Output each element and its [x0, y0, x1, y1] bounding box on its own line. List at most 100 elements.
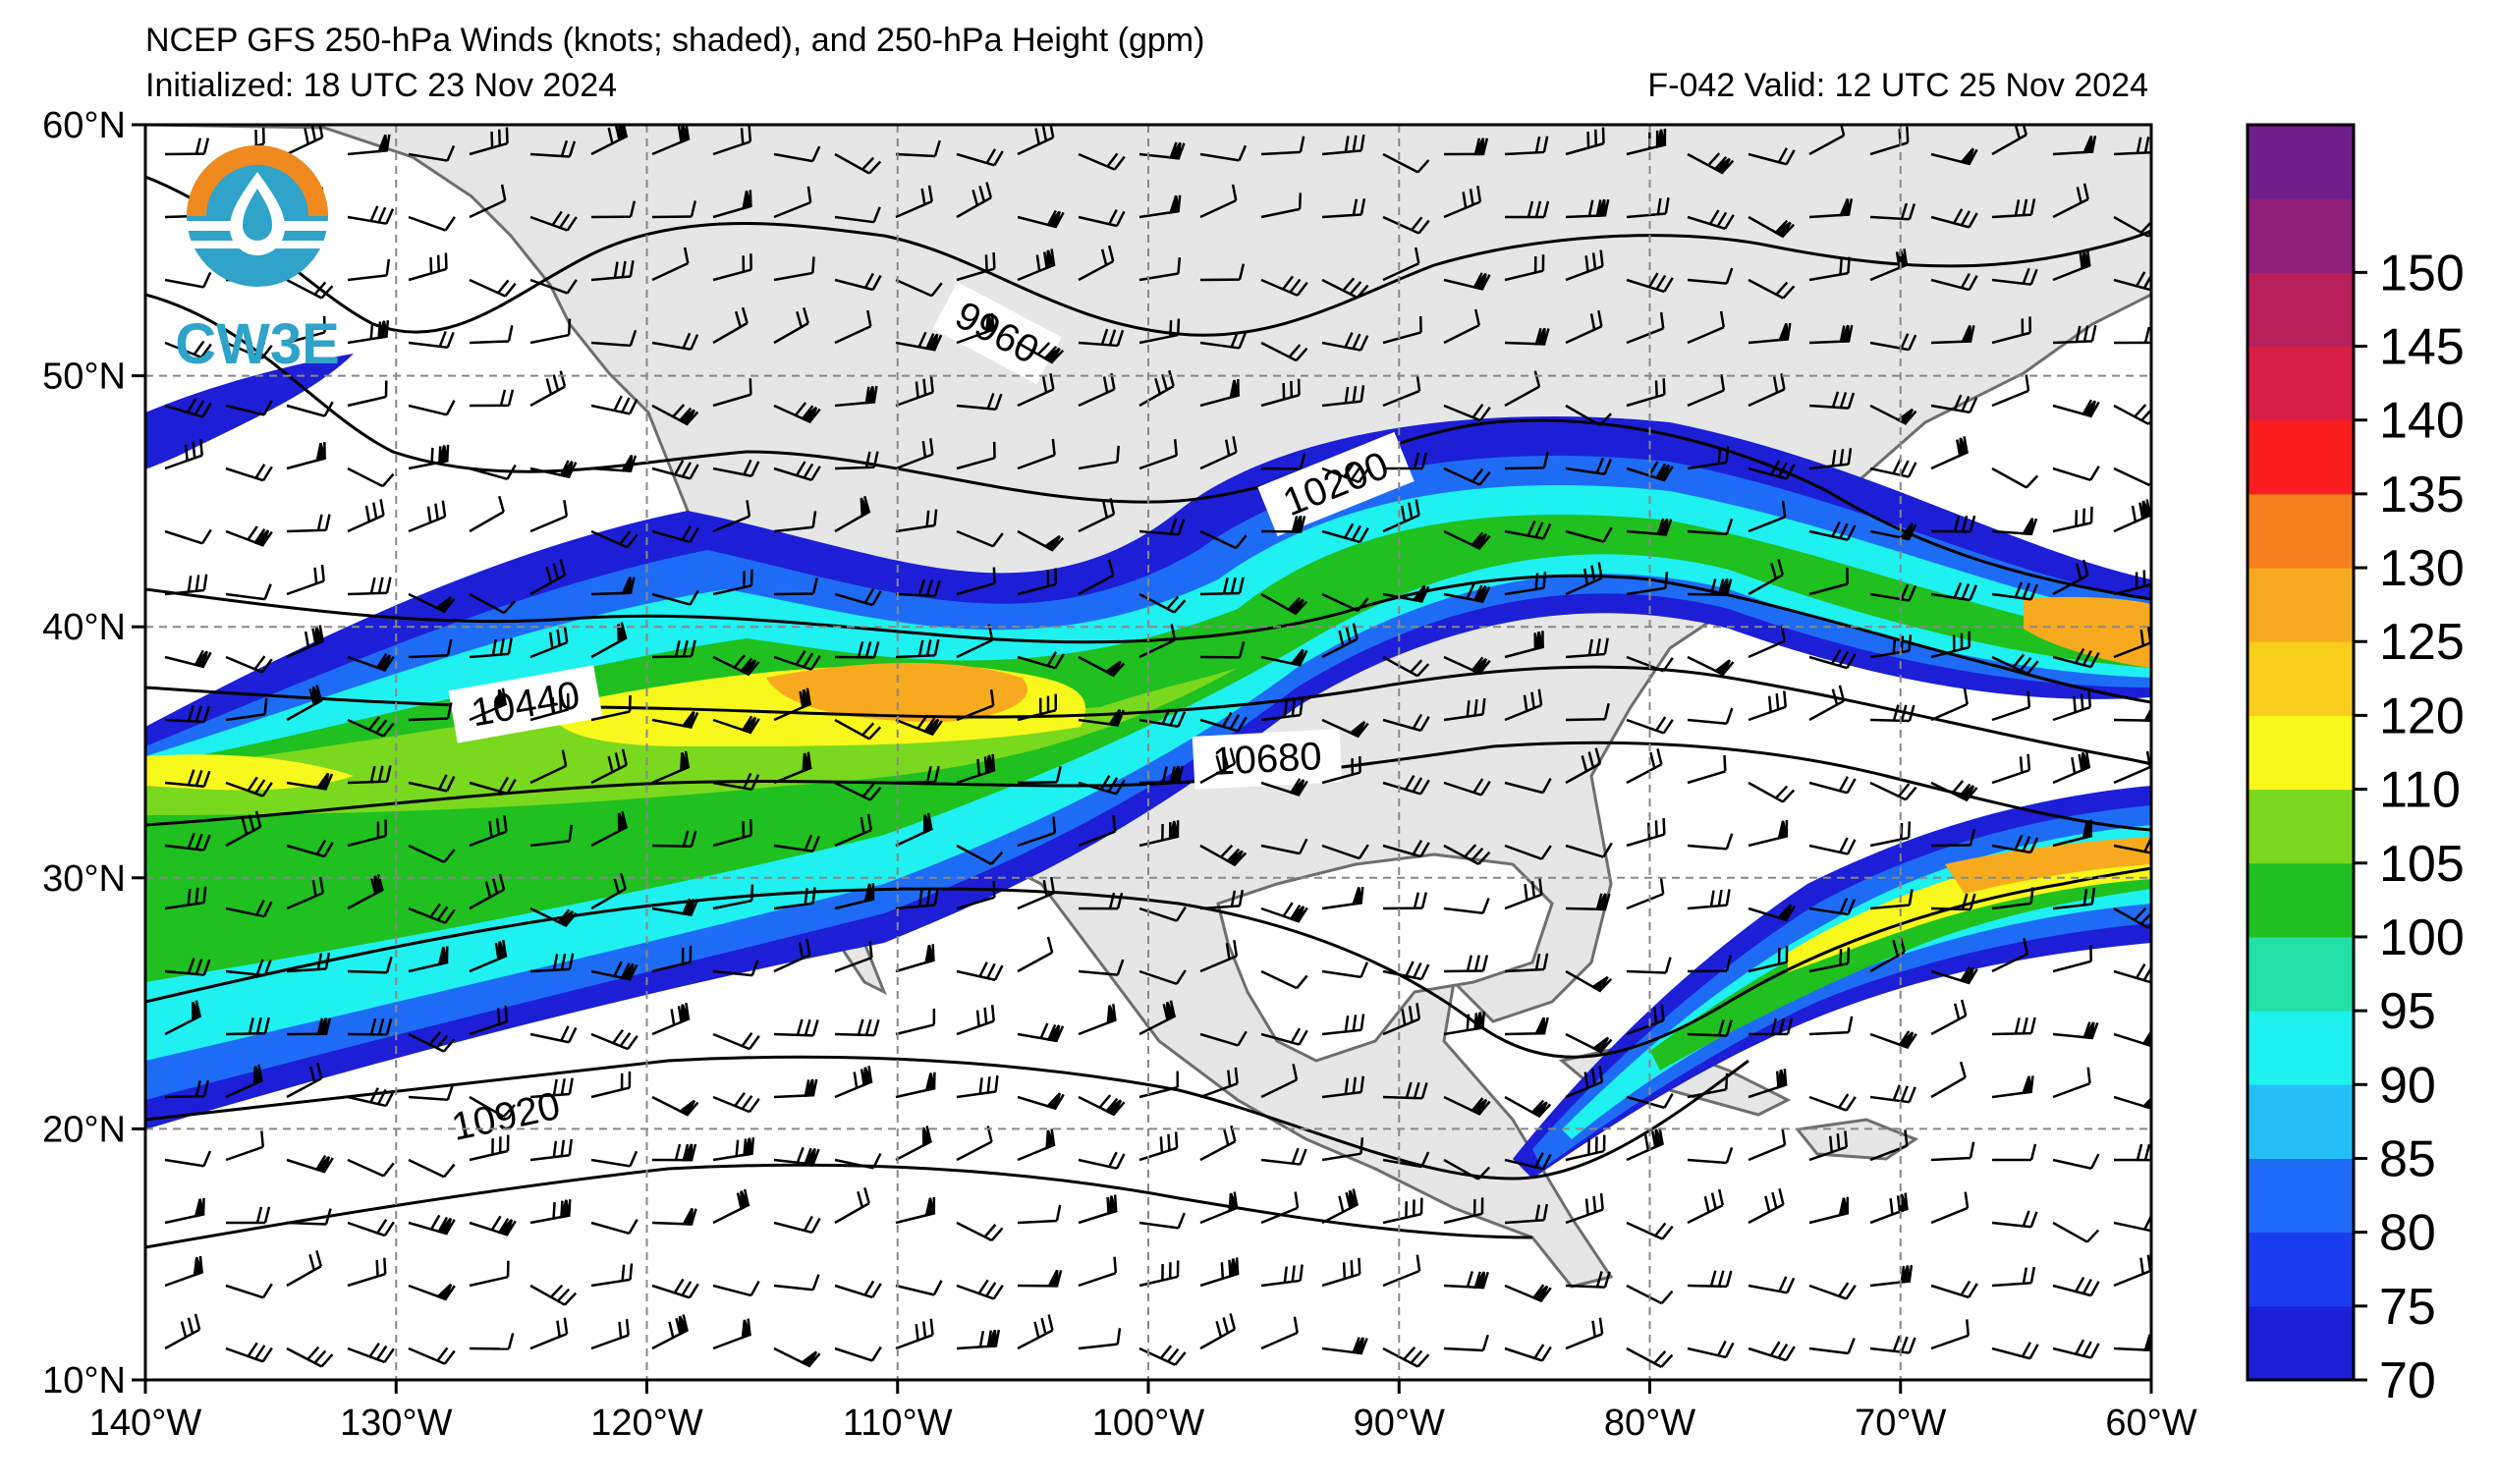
wind-barb — [347, 577, 392, 596]
wind-barb — [773, 834, 821, 853]
wind-barb — [2113, 137, 2151, 156]
wind-barb — [408, 774, 456, 793]
wind-barb — [956, 148, 1004, 167]
wind-barb — [164, 137, 210, 156]
wind-barb — [225, 1342, 273, 1363]
wind-barb — [2052, 1153, 2100, 1170]
wind-barb — [590, 1150, 638, 1168]
wind-barb — [1382, 1081, 1428, 1100]
valid-time: F-042 Valid: 12 UTC 25 Nov 2024 — [1647, 67, 2148, 104]
lon-tick-label: 90°W — [1354, 1402, 1445, 1444]
wind-barb — [1382, 1254, 1421, 1288]
wind-barb — [225, 341, 273, 359]
wind-barb — [1504, 370, 1541, 408]
lon-tick-label: 130°W — [340, 1402, 453, 1444]
wind-barb — [1260, 515, 1306, 533]
wind-barb — [1991, 1075, 2034, 1099]
wind-barb — [1687, 373, 1726, 408]
wind-barb — [1991, 267, 2038, 286]
wind-barb — [1930, 581, 1978, 602]
wind-barb — [1017, 529, 1065, 552]
wind-barb — [286, 401, 334, 417]
wind-barb — [529, 210, 578, 232]
wind-barb — [1930, 780, 1978, 802]
wind-barb — [1382, 655, 1430, 678]
wind-barb — [590, 329, 638, 348]
wind-barb — [1930, 1061, 1967, 1099]
colorbar-border — [2246, 123, 2356, 1382]
wind-barb — [712, 654, 760, 677]
wind-barb — [469, 873, 506, 910]
wind-barb — [1504, 1284, 1552, 1303]
wind-barb — [773, 306, 809, 345]
wind-barb — [164, 439, 203, 470]
wind-barb — [1687, 707, 1734, 725]
wind-barb — [895, 638, 940, 659]
wind-barb — [347, 320, 390, 345]
wind-barb — [529, 1284, 578, 1306]
colorbar-segment — [2248, 641, 2354, 716]
wind-barb — [408, 1083, 455, 1102]
wind-barb — [712, 818, 752, 848]
wind-barb — [956, 961, 1004, 981]
wind-barb — [225, 1130, 265, 1162]
wind-barb — [1260, 378, 1301, 408]
wind-barb — [529, 1077, 574, 1099]
wind-barb — [895, 578, 941, 598]
wind-barb — [469, 1134, 510, 1162]
wind-barb — [1748, 904, 1796, 922]
wind-barb — [1443, 1011, 1486, 1036]
wind-barb — [2052, 183, 2089, 219]
wind-barb — [1504, 451, 1549, 470]
wind-barb — [469, 1005, 509, 1036]
wind-barb — [1687, 209, 1735, 231]
wind-barb — [1991, 467, 2039, 489]
wind-barb — [834, 781, 882, 801]
wind-barb — [1260, 1027, 1308, 1046]
wind-barb — [1017, 1022, 1065, 1043]
wind-barb — [408, 1031, 456, 1053]
wind-barb — [1808, 1016, 1854, 1036]
wind-barb — [469, 939, 508, 973]
wind-barb — [225, 583, 272, 601]
wind-barb — [1443, 529, 1491, 551]
lon-tick-label: 80°W — [1604, 1402, 1695, 1444]
wind-barb — [1808, 685, 1846, 722]
wind-barb — [712, 190, 752, 219]
wind-barb — [1626, 272, 1674, 294]
wind-barb — [164, 271, 212, 289]
wind-barb — [2052, 324, 2097, 345]
wind-barb — [895, 812, 933, 848]
wind-barb — [834, 1280, 882, 1299]
wind-barb — [1017, 341, 1065, 364]
wind-barb — [408, 592, 456, 614]
wind-barb — [1991, 374, 2030, 408]
wind-barb — [469, 637, 513, 659]
wind-barb — [1138, 765, 1184, 785]
wind-barb — [1626, 877, 1665, 910]
wind-barb — [1930, 999, 1968, 1036]
wind-barb — [1504, 953, 1549, 973]
colorbar-label: 85 — [2379, 1130, 2436, 1187]
colorbar-segment — [2248, 936, 2354, 1012]
wind-barb — [773, 577, 819, 596]
colorbar-label: 105 — [2379, 836, 2465, 893]
wind-barb — [1321, 1137, 1364, 1162]
colorbar-segment — [2248, 862, 2354, 938]
colorbar-label: 130 — [2379, 540, 2465, 597]
wind-barb — [1443, 844, 1491, 865]
lat-tick-label: 50°N — [42, 357, 126, 398]
wind-barb — [1199, 844, 1248, 867]
wind-barb — [773, 1078, 818, 1099]
wind-barb — [895, 1072, 936, 1099]
wind-barb — [1199, 1191, 1239, 1225]
wind-barb — [1930, 1191, 1970, 1225]
wind-barb — [286, 1208, 332, 1226]
wind-barb — [1199, 711, 1248, 733]
wind-barb — [1382, 961, 1430, 981]
wind-barb — [651, 404, 699, 426]
wind-barb — [1443, 655, 1491, 676]
wind-barb — [164, 340, 212, 359]
wind-barb — [1443, 697, 1486, 722]
lat-tick-label: 40°N — [42, 607, 126, 648]
